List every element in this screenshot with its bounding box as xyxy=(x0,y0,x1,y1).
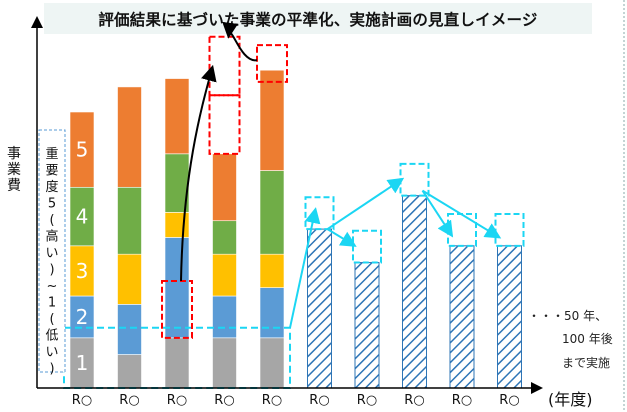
x-tick-label: R○ xyxy=(214,393,234,408)
planned-addition-box xyxy=(352,229,382,264)
priority-legend: 重要度 5 (高い) ~1 (低い) xyxy=(38,129,66,377)
planned-arrow-4 xyxy=(421,190,454,238)
planned-bar xyxy=(354,262,380,389)
bottom-note-line-1: ・・・50 年、 xyxy=(528,309,607,323)
bar-segment-priority-1 xyxy=(117,354,142,389)
moved-block-target-lower xyxy=(208,94,241,155)
bar-segment-priority-4 xyxy=(259,170,285,255)
bar-segment-priority-1 xyxy=(164,337,190,389)
planned-bar xyxy=(449,245,475,389)
bar-segment-priority-5 xyxy=(69,111,95,188)
planned-arrow-3 xyxy=(326,177,405,230)
bar-segment-priority-2 xyxy=(117,304,142,355)
priority-legend-label: 重要度 5 (高い) ~1 (低い) xyxy=(45,146,58,377)
planned-arrow-2 xyxy=(326,228,357,247)
bar-segment-priority-5 xyxy=(164,78,190,155)
x-tick-label: R○ xyxy=(72,393,92,408)
x-axis-arrowhead xyxy=(531,382,543,394)
chart-title: 評価結果に基づいた事業の平準化、実施計画の見直しイメージ xyxy=(44,3,592,34)
bar-segment-priority-4 xyxy=(212,220,237,255)
x-tick-label: R○ xyxy=(452,393,472,408)
planned-addition-box xyxy=(304,196,335,231)
planned-addition-box xyxy=(447,213,477,247)
bar-segment-priority-5 xyxy=(259,69,285,171)
bottom-note: ・・・50 年、 100 年後 まで実施 xyxy=(528,309,613,370)
x-tick-label: R○ xyxy=(119,393,139,408)
planned-arrow-5 xyxy=(421,189,502,239)
planned-arrow-1 xyxy=(289,207,321,328)
planned-addition-box xyxy=(494,213,525,247)
planned-bar xyxy=(402,195,427,389)
y-axis-label: 事業費 xyxy=(7,146,21,194)
x-axis-label: (年度) xyxy=(548,390,593,409)
bar-segment-priority-2 xyxy=(259,287,285,339)
bar-segment-priority-1 xyxy=(212,337,237,389)
bar-segment-priority-3 xyxy=(69,245,95,297)
bottom-note-line-3: まで実施 xyxy=(562,355,610,370)
bar-segment-priority-1 xyxy=(69,337,95,389)
bar-segment-priority-2 xyxy=(164,237,190,339)
moved-block-target-upper xyxy=(208,35,241,97)
x-tick-label: R○ xyxy=(404,393,424,408)
bar-segment-priority-2 xyxy=(212,295,237,339)
x-tick-label: R○ xyxy=(357,393,377,408)
priority-number-label: 5 xyxy=(76,138,89,162)
moved-block-source xyxy=(161,279,193,339)
bar-segment-priority-4 xyxy=(69,186,95,247)
moved-block-top xyxy=(256,44,288,83)
bar-segment-priority-1 xyxy=(259,337,285,389)
x-tick-label: R○ xyxy=(167,393,187,408)
priority-number-label: 4 xyxy=(76,205,89,229)
planned-bar xyxy=(307,228,332,389)
bar-segment-priority-5 xyxy=(117,86,142,188)
planned-bar xyxy=(497,245,522,389)
move-arrow-up xyxy=(180,64,217,281)
x-tick-label: R○ xyxy=(499,393,519,408)
bar-segment-priority-3 xyxy=(259,253,285,288)
bar-segment-priority-5 xyxy=(212,153,237,222)
x-tick-label: R○ xyxy=(309,393,329,408)
y-axis-arrowhead xyxy=(31,16,43,28)
move-arrow-down xyxy=(222,21,258,62)
priority-number-label: 2 xyxy=(76,305,89,329)
x-tick-label: R○ xyxy=(262,393,282,408)
bar-segment-priority-3 xyxy=(212,253,237,297)
priority-number-label: 1 xyxy=(76,351,89,375)
bar-segment-priority-4 xyxy=(117,186,142,255)
priority-number-label: 3 xyxy=(76,259,89,283)
bottom-note-line-2: 100 年後 xyxy=(562,332,613,346)
bar-segment-priority-3 xyxy=(117,253,142,305)
